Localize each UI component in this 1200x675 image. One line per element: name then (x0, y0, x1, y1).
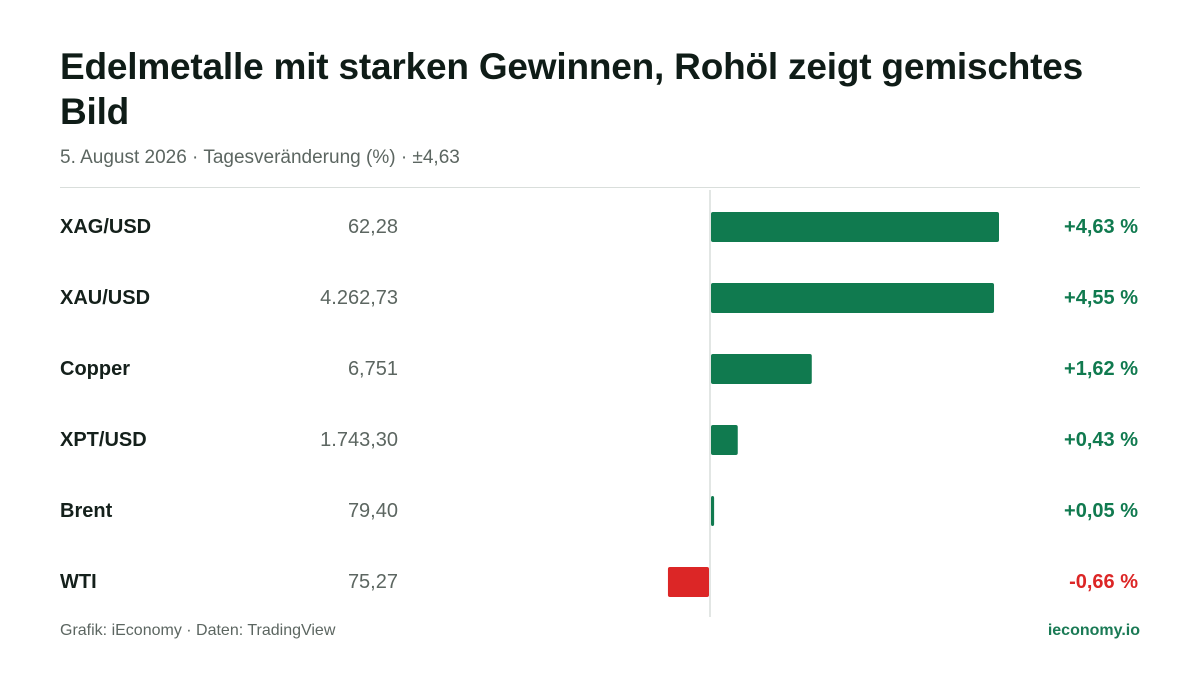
bar-xpt-usd (711, 425, 738, 455)
row-price-brent: 79,40 (348, 500, 398, 522)
bar-xag-usd (711, 212, 999, 242)
row-change-wti: -0,66 % (1069, 571, 1138, 593)
header-divider (60, 187, 1140, 188)
row-price-xpt-usd: 1.743,30 (320, 429, 398, 451)
chart-title: Edelmetalle mit starken Gewinnen, Rohöl … (60, 46, 1084, 132)
bar-brent (711, 496, 715, 526)
row-label-xpt-usd: XPT/USD (60, 429, 147, 451)
row-price-copper: 6,751 (348, 358, 398, 380)
brand-link[interactable]: ieconomy.io (1047, 622, 1140, 639)
chart-rows: XAG/USD 62,28 +4,63 % XAU/USD 4.262,73 +4,55 … (60, 212, 1138, 597)
row-price-xag-usd: 62,28 (348, 216, 398, 238)
row-change-xag-usd: +4,63 % (1064, 216, 1138, 238)
row-label-xag-usd: XAG/USD (60, 216, 151, 238)
bar-wti (667, 567, 709, 597)
row-price-wti: 75,27 (348, 571, 398, 593)
bar-xau-usd (711, 283, 995, 313)
row-price-xau-usd: 4.262,73 (320, 287, 398, 309)
row-change-xau-usd: +4,55 % (1064, 287, 1138, 309)
row-change-copper: +1,62 % (1064, 358, 1138, 380)
bar-copper (711, 354, 812, 384)
chart-subtitle: 5. August 2026 · Tagesveränderung (%) · … (60, 147, 460, 168)
source-credit: Grafik: iEconomy · Daten: TradingView (60, 622, 336, 639)
row-label-brent: Brent (60, 500, 113, 522)
row-label-xau-usd: XAU/USD (60, 287, 150, 309)
row-change-brent: +0,05 % (1064, 500, 1138, 522)
row-label-wti: WTI (60, 571, 97, 593)
row-label-copper: Copper (60, 358, 130, 380)
row-change-xpt-usd: +0,43 % (1064, 429, 1138, 451)
